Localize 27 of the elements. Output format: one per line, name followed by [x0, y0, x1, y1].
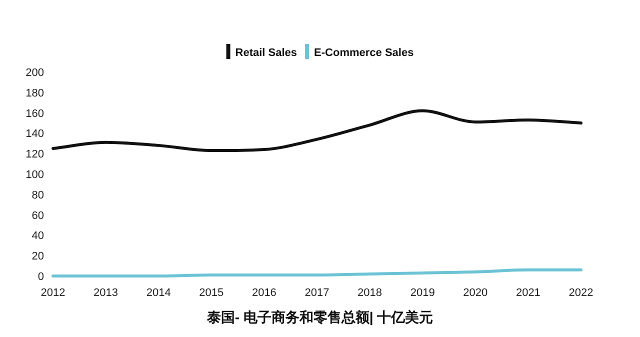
line-series	[52, 268, 582, 278]
y-tick-label: 40	[32, 230, 44, 242]
y-tick-label: 120	[26, 148, 44, 161]
y-tick-label: 180	[26, 87, 44, 100]
x-tick-label: 2015	[199, 287, 224, 299]
y-tick-label: 20	[32, 250, 44, 263]
y-tick-label: 160	[26, 108, 44, 120]
x-tick-label: 2020	[463, 287, 488, 299]
y-tick-label: 0	[38, 271, 44, 283]
x-tick-label: 2019	[410, 287, 435, 299]
x-tick-label: 2016	[252, 287, 276, 299]
text: 泰国- 电子商务和零售总额| 十亿美元	[206, 309, 434, 326]
legend-label: Retail Sales	[235, 47, 298, 59]
legend-label: E-Commerce Sales	[314, 47, 414, 59]
x-tick-label: 2014	[146, 287, 171, 299]
x-tick-label: 2022	[568, 287, 594, 299]
y-tick-label: 80	[32, 189, 44, 202]
y-tick-label: 140	[26, 128, 44, 140]
x-tick-label: 2018	[358, 287, 382, 299]
y-tick-label: 200	[26, 67, 44, 79]
x-tick-label: 2017	[304, 287, 330, 299]
x-tick-label: 2013	[94, 287, 118, 299]
line-series	[52, 109, 582, 152]
y-tick-label: 100	[26, 169, 44, 181]
x-tick-label: 2012	[40, 287, 66, 299]
x-tick-label: 2021	[516, 287, 540, 299]
y-tick-label: 60	[32, 210, 44, 222]
